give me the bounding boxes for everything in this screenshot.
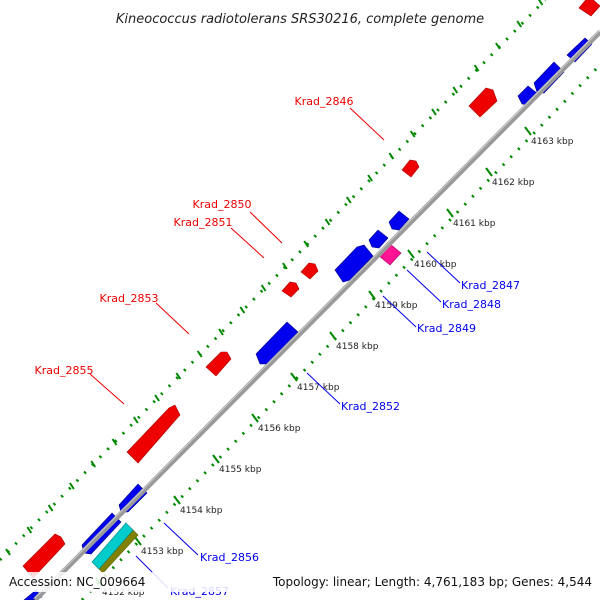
forward-track-dash [239,306,246,314]
kbp-tick-label: 4161 kbp [453,219,496,229]
forward-track-dash [537,0,544,6]
kbp-tick [368,290,376,300]
kbp-tick [134,536,142,546]
forward-track-dash [324,218,331,226]
kbp-tick [485,167,493,177]
forward-track-dash [69,482,75,490]
forward-track-dash [345,196,352,204]
kbp-tick-label: 4152 kbp [102,588,145,598]
forward-track-dash [47,504,54,512]
forward-track-dash [388,152,395,160]
leader-krad-2849 [382,295,417,328]
gene-arrow-bottom-left[interactable] [22,533,66,579]
leader-krad-2851 [230,227,265,259]
forward-gene-labels: Krad_2846 Krad_2850 Krad_2851 Krad_2853 … [35,95,385,405]
kbp-tick-marks [5,0,544,587]
forward-track-dash [26,526,33,534]
kbp-tick [329,331,337,341]
forward-track-dash [367,174,373,182]
kbp-tick [212,454,220,464]
forward-track-dash [111,438,118,446]
forward-track-dash [175,372,182,380]
kbp-tick [290,372,298,382]
label-krad-2853[interactable]: Krad_2853 [100,292,159,305]
forward-track-dash [5,548,11,556]
kbp-tick-label: 4155 kbp [219,465,262,475]
forward-track-dash [154,394,160,402]
genome-axis-line [33,30,600,600]
label-krad-2851[interactable]: Krad_2851 [174,216,233,229]
label-krad-2856[interactable]: Krad_2856 [200,551,259,564]
gene-arrow-top-right[interactable] [578,0,600,17]
label-krad-2849[interactable]: Krad_2849 [417,322,476,335]
leader-krad-2846 [349,107,385,141]
gene-arrow-krad-2855[interactable] [126,404,181,464]
forward-track-dash [409,130,416,138]
leader-krad-2853 [155,302,190,335]
gene-arrow-krad-2849b[interactable] [334,244,374,283]
reverse-dotted-track [80,63,600,600]
kbp-tick-label: 4153 kbp [141,547,184,557]
label-krad-2847[interactable]: Krad_2847 [461,279,520,292]
accession-text: Accession: NC_009664 [9,575,145,589]
forward-track-dash [196,350,203,358]
kbp-tick [173,495,181,505]
kbp-tick-label: 4160 kbp [414,260,457,270]
leader-krad-2855 [89,373,125,405]
label-krad-2848[interactable]: Krad_2848 [442,298,501,311]
label-krad-2852[interactable]: Krad_2852 [341,400,400,413]
kbp-tick [446,208,454,218]
kbp-tick [524,126,532,136]
kbp-tick-label: 4154 kbp [180,506,223,516]
leader-krad-2856 [163,522,199,556]
kbp-tick-label: 4157 kbp [297,383,340,393]
kbp-tick-label: 4163 kbp [531,137,574,147]
footer-background [0,572,600,592]
label-krad-2846[interactable]: Krad_2846 [295,95,354,108]
forward-track-dash [431,108,437,116]
forward-track-dash [260,284,267,292]
forward-track-dash [282,262,288,270]
label-krad-2850[interactable]: Krad_2850 [193,198,252,211]
gene-arrow-krad-2847[interactable] [388,210,410,231]
leader-krad-2850 [249,211,283,244]
leader-krad-2852 [306,372,341,405]
leader-krad-2848 [406,269,442,303]
map-title: Kineococcus radiotolerans SRS30216, comp… [116,12,484,27]
gene-arrow-krad-2850[interactable] [300,262,319,280]
kbp-tick-label: 4159 kbp [375,301,418,311]
forward-track-dash [516,20,523,28]
kbp-tick-labels: 4152 kbp 4153 kbp 4154 kbp 4155 kbp 4156 kbp… [102,137,574,598]
gene-box-krad-2857[interactable] [91,522,134,570]
kbp-tick [407,249,415,259]
kbp-tick-label: 4162 kbp [492,178,535,188]
forward-track-dash [452,86,459,94]
label-krad-2855[interactable]: Krad_2855 [35,364,94,377]
gene-arrow-krad-2846[interactable] [468,87,498,118]
gene-arrow-krad-2851[interactable] [281,281,300,298]
forward-track-dash [90,460,97,468]
gene-arrow-rev-a[interactable] [533,61,565,94]
forward-track-dash [303,240,310,248]
kbp-tick-label: 4158 kbp [336,342,379,352]
kbp-tick-label: 4156 kbp [258,424,301,434]
forward-gene-shapes [22,0,600,579]
gene-arrow-krad-2849[interactable] [368,229,389,249]
forward-track-dash [495,42,501,50]
forward-track-dash [132,416,139,424]
leader-krad-2847 [426,251,461,284]
topology-text: Topology: linear; Length: 4,761,183 bp; … [272,575,592,589]
forward-track-dash [218,328,224,336]
kbp-tick [251,413,259,423]
gene-arrow-krad-2853[interactable] [205,351,232,377]
genome-axis-highlight [34,29,600,599]
gene-arrow-small-a[interactable] [401,159,420,178]
forward-track-dash [473,64,480,72]
